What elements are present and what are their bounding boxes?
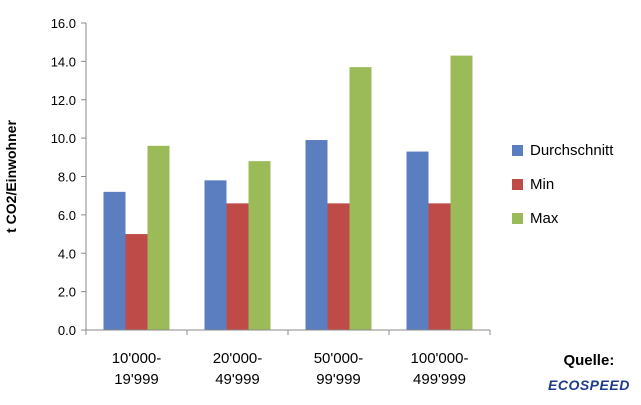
bar-min-0 bbox=[125, 234, 148, 330]
y-tick-label: 14.0 bbox=[51, 54, 76, 69]
y-tick-label: 2.0 bbox=[58, 285, 76, 300]
bars bbox=[103, 55, 473, 331]
bar-max-2 bbox=[349, 67, 372, 330]
bar-max-1 bbox=[248, 161, 271, 330]
legend-item-durchschnitt: Durchschnitt bbox=[512, 140, 613, 160]
bar-durchschnitt-3 bbox=[406, 151, 429, 330]
bar-durchschnitt-0 bbox=[103, 191, 126, 330]
y-tick-label: 6.0 bbox=[58, 208, 76, 223]
legend: Durchschnitt Min Max bbox=[512, 140, 613, 242]
legend-swatch-max bbox=[512, 212, 523, 224]
y-axis-label: t CO2/Einwohner bbox=[3, 120, 19, 233]
x-category-label: 50'000- bbox=[314, 350, 364, 367]
legend-item-min: Min bbox=[512, 174, 613, 194]
source-block: Quelle: ECOSPEED bbox=[548, 352, 630, 393]
bar-min-3 bbox=[428, 203, 451, 330]
x-category-label: 99'999 bbox=[316, 371, 361, 388]
legend-swatch-durchschnitt bbox=[512, 144, 523, 156]
bar-max-0 bbox=[147, 145, 170, 330]
legend-item-max: Max bbox=[512, 208, 613, 228]
bar-min-2 bbox=[327, 203, 350, 330]
bar-durchschnitt-1 bbox=[204, 180, 227, 330]
x-category-label: 10'000- bbox=[112, 350, 162, 367]
x-category-label: 499'999 bbox=[413, 371, 466, 388]
y-tick-label: 16.0 bbox=[51, 16, 76, 31]
x-category-label: 19'999 bbox=[114, 371, 159, 388]
x-category-label: 49'999 bbox=[215, 371, 260, 388]
x-axis-categories: 10'000- 19'999 20'000- 49'999 50'000- 99'999 1… bbox=[85, 330, 491, 388]
x-category-label: 100'000- bbox=[411, 350, 469, 367]
bar-max-3 bbox=[450, 55, 473, 331]
ecospeed-logo: ECOSPEED bbox=[548, 377, 630, 393]
bar-min-1 bbox=[226, 203, 249, 330]
source-label: Quelle: bbox=[563, 352, 615, 369]
y-tick-label: 10.0 bbox=[51, 131, 76, 146]
legend-label-min: Min bbox=[530, 175, 555, 193]
legend-swatch-min bbox=[512, 178, 523, 190]
y-tick-label: 0.0 bbox=[58, 323, 76, 338]
y-axis-ticks: 0.0 2.0 4.0 6.0 8.0 10.0 12.0 14.0 16.0 bbox=[51, 16, 86, 338]
x-category-label: 20'000- bbox=[213, 350, 263, 367]
legend-label-durchschnitt: Durchschnitt bbox=[530, 141, 614, 159]
y-tick-label: 12.0 bbox=[51, 93, 76, 108]
legend-label-max: Max bbox=[530, 209, 559, 227]
bar-durchschnitt-2 bbox=[305, 140, 328, 330]
y-tick-label: 8.0 bbox=[58, 170, 76, 185]
y-tick-label: 4.0 bbox=[58, 246, 76, 261]
